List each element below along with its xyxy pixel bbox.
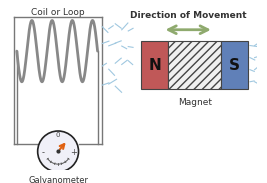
Bar — [141, 41, 168, 89]
Text: Coil or Loop: Coil or Loop — [31, 8, 84, 17]
Text: N: N — [148, 57, 161, 72]
Text: Direction of Movement: Direction of Movement — [130, 11, 246, 20]
Text: +: + — [70, 148, 77, 157]
Bar — [168, 41, 221, 89]
Text: Magnet: Magnet — [178, 98, 212, 107]
Text: S: S — [229, 57, 240, 72]
Text: -: - — [41, 148, 44, 157]
Text: Galvanometer: Galvanometer — [28, 176, 88, 183]
Text: 0: 0 — [56, 132, 60, 138]
Circle shape — [38, 131, 78, 172]
Bar — [221, 41, 248, 89]
